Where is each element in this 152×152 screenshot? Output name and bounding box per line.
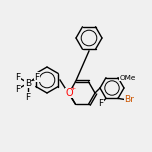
Text: Br: Br [124,95,134,104]
Text: F: F [35,73,40,81]
Text: +: + [70,86,76,92]
Text: B: B [25,78,31,88]
Text: F: F [16,85,21,93]
Text: F: F [16,73,21,81]
Text: F: F [98,99,104,108]
Text: OMe: OMe [119,75,136,81]
Text: F: F [25,93,31,102]
Text: O: O [65,88,73,98]
Text: −: − [29,77,34,82]
